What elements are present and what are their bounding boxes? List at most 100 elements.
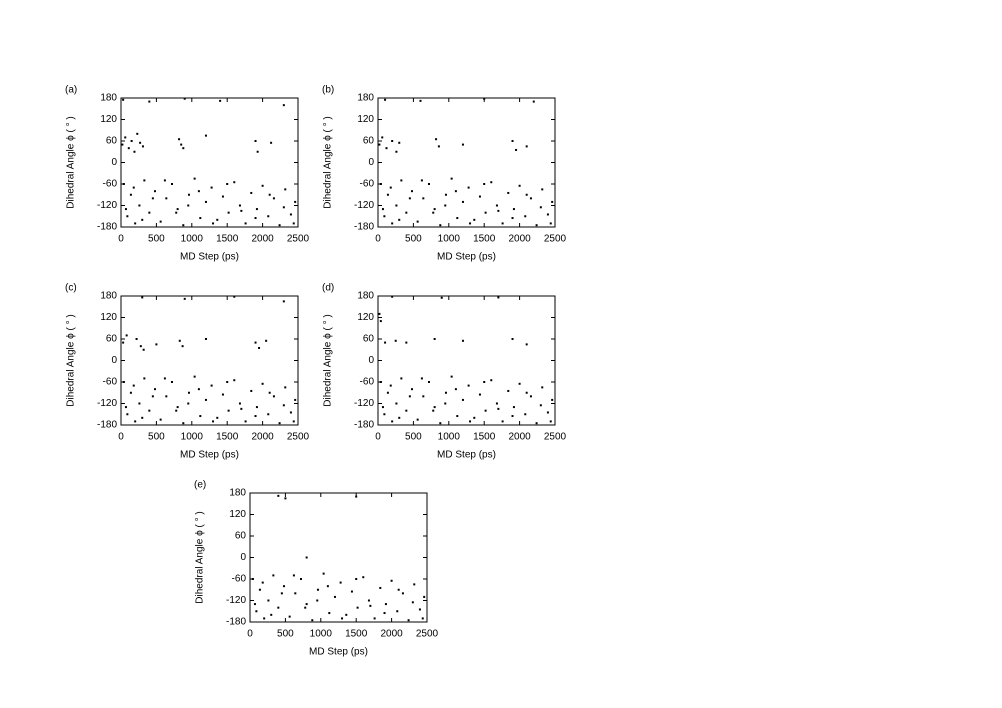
point [133,150,136,153]
point [255,208,258,211]
point [461,398,464,401]
point [178,339,181,342]
y-tick-label: 60 [363,334,375,345]
point [130,140,133,142]
point [288,615,291,618]
point [410,388,413,391]
point [422,395,425,398]
point [512,406,515,409]
point [439,422,442,425]
x-tick-label: 500 [148,234,165,245]
point [497,209,500,212]
x-tick-label: 0 [118,234,124,245]
point [461,143,464,146]
point [525,391,528,394]
point [507,191,510,194]
y-tick-label: 180 [357,93,374,104]
x-tick-label: 0 [247,629,253,640]
x-tick-label: 1000 [181,432,204,443]
point [255,406,258,409]
point [210,186,213,189]
point [379,183,382,185]
point [439,224,442,227]
x-tick-label: 1500 [345,629,368,640]
point [456,415,459,418]
y-tick-label: -120 [226,595,246,606]
point [432,211,435,214]
panel-label: (c) [65,283,77,294]
point [143,377,146,380]
point [396,610,399,613]
point [373,617,376,620]
point [122,183,125,185]
point [272,197,275,200]
y-tick-label: -180 [354,222,374,233]
point [159,220,162,223]
point [386,391,389,394]
point [216,416,219,419]
x-axis-label: MD Step (ps) [437,252,496,263]
point [187,391,190,394]
x-tick-label: 1000 [438,234,461,245]
point [495,204,498,207]
point [511,415,514,418]
point [292,420,295,423]
point [270,613,273,616]
point [193,177,196,180]
y-tick-label: 120 [229,509,246,520]
panel-label: (d) [322,283,334,294]
point [386,193,389,196]
point [411,601,414,604]
point [416,220,419,223]
point [233,379,236,382]
point [221,393,224,396]
point [326,585,329,588]
point [444,402,447,405]
point [197,190,200,193]
point [437,145,440,148]
point [122,341,125,344]
point [254,341,257,344]
point [183,297,186,300]
point [153,388,156,391]
point [535,224,538,227]
point [233,295,236,298]
point [432,409,435,412]
y-axis-label: Dihedral Angle ϕ ( ° ) [323,116,334,208]
point [391,222,394,225]
point [511,217,514,220]
point [258,588,261,591]
point [389,186,392,189]
point [163,179,166,182]
point [197,388,200,391]
point [165,395,168,398]
plot-frame [377,97,556,228]
point [418,608,421,611]
point [328,612,331,615]
y-tick-label: -120 [97,200,117,211]
y-tick-label: 120 [357,312,374,323]
point [267,599,270,602]
point [142,348,145,351]
y-tick-label: -180 [97,420,117,431]
point [541,386,544,389]
x-tick-label: 1500 [216,432,239,443]
point [187,204,190,207]
point [433,338,436,340]
y-tick-label: 120 [357,114,374,125]
point [378,312,381,315]
point [187,402,190,405]
point [456,217,459,220]
point [227,211,230,214]
point [549,420,552,423]
point [280,592,283,595]
point [427,183,430,185]
point [292,574,295,577]
point [398,416,401,419]
y-tick-label: 60 [363,136,375,147]
point [440,296,443,299]
point [148,211,151,214]
point [478,393,481,396]
point [384,603,387,606]
point [292,222,295,225]
